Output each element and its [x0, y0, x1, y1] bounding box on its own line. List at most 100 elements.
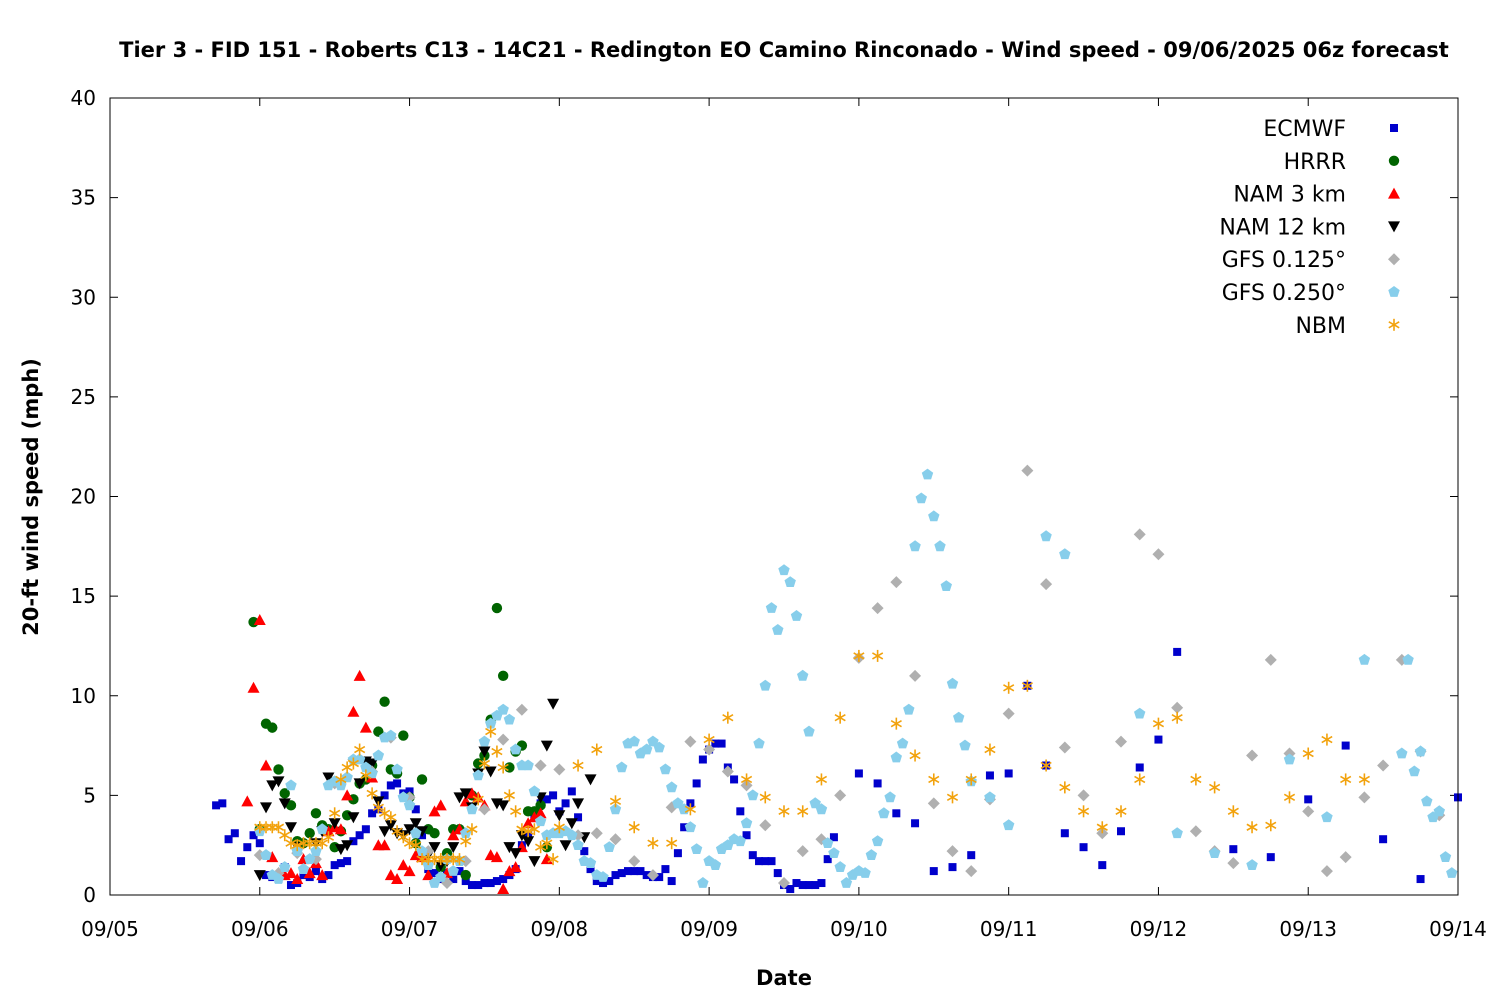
data-point [385, 729, 397, 741]
data-point [366, 758, 379, 770]
x-tick-label: 09/09 [680, 917, 738, 941]
data-point [416, 774, 428, 785]
star-stroke [553, 823, 565, 831]
data-point [815, 803, 828, 815]
data-point [965, 773, 977, 786]
data-point [653, 741, 665, 753]
data-point [1427, 811, 1439, 823]
data-point [284, 867, 297, 879]
star-stroke [410, 841, 422, 849]
data-point [928, 510, 940, 522]
data-point [461, 877, 470, 886]
y-tick-label: 15 [71, 584, 96, 608]
star-stroke [628, 823, 640, 831]
data-point [341, 789, 354, 801]
data-point [515, 703, 528, 716]
data-point [1266, 853, 1275, 862]
data-point [1439, 851, 1452, 862]
data-point [361, 825, 370, 834]
data-point [279, 861, 291, 872]
data-point [397, 831, 409, 844]
data-point [1302, 747, 1314, 760]
data-point [403, 865, 416, 877]
data-point [278, 798, 291, 810]
star-stroke [1190, 775, 1202, 784]
data-point [553, 810, 566, 822]
data-point [584, 857, 597, 868]
data-point [703, 743, 716, 756]
data-point [953, 711, 965, 723]
star-stroke [528, 825, 540, 833]
data-point [1416, 875, 1425, 884]
data-point [380, 791, 389, 800]
data-point [455, 867, 464, 876]
series-nam-3-km [241, 614, 553, 895]
data-point [329, 807, 341, 820]
data-point [1171, 711, 1183, 724]
data-point [628, 735, 640, 747]
data-point [778, 877, 790, 890]
data-point [384, 820, 397, 832]
data-point [334, 823, 347, 835]
data-point [1227, 805, 1239, 818]
star-stroke [316, 839, 328, 847]
data-point [249, 831, 258, 840]
data-point [647, 735, 659, 747]
star-stroke [1077, 807, 1090, 816]
data-point [1246, 749, 1259, 762]
star-stroke [572, 761, 584, 770]
data-point [1004, 769, 1013, 778]
data-point [486, 879, 495, 888]
data-point [878, 807, 890, 819]
data-point [491, 602, 503, 614]
star-stroke [965, 775, 977, 784]
star-stroke [778, 807, 790, 816]
data-point [322, 831, 335, 844]
data-point [490, 851, 503, 863]
data-point [453, 853, 466, 866]
data-point [1320, 865, 1333, 878]
data-point [1358, 791, 1371, 804]
data-point [896, 737, 909, 749]
data-point [628, 821, 640, 834]
data-point [1115, 735, 1127, 748]
data-point [541, 837, 553, 850]
data-point [1135, 763, 1144, 772]
data-point [684, 735, 697, 748]
data-point [1154, 735, 1163, 744]
data-point [730, 775, 739, 784]
data-point [1358, 653, 1371, 665]
star-stroke [1134, 775, 1146, 784]
data-point [759, 819, 772, 832]
data-point [703, 733, 715, 746]
star-stroke [1021, 682, 1033, 690]
y-axis-title: 20-ft wind speed (mph) [19, 358, 43, 636]
data-point [480, 879, 489, 888]
data-point [492, 877, 501, 886]
data-point [985, 771, 994, 780]
data-point [734, 835, 746, 847]
data-point [359, 721, 372, 733]
data-point [692, 779, 701, 788]
data-point [260, 849, 272, 860]
data-point [628, 855, 641, 868]
data-point [397, 791, 409, 803]
data-point [1171, 827, 1183, 839]
data-point [474, 881, 483, 890]
data-point [605, 877, 614, 886]
data-point [341, 771, 353, 783]
star-stroke [666, 839, 678, 847]
data-point [1302, 805, 1315, 818]
data-point [478, 757, 491, 770]
data-point [535, 800, 546, 811]
data-point [328, 818, 341, 830]
data-point [310, 808, 322, 819]
data-point [266, 780, 279, 792]
star-stroke [909, 751, 921, 760]
data-point [241, 795, 254, 807]
data-point [623, 867, 632, 876]
data-point [516, 823, 528, 836]
data-point [765, 602, 778, 613]
y-tick-label: 25 [71, 385, 96, 409]
data-point [398, 730, 409, 741]
